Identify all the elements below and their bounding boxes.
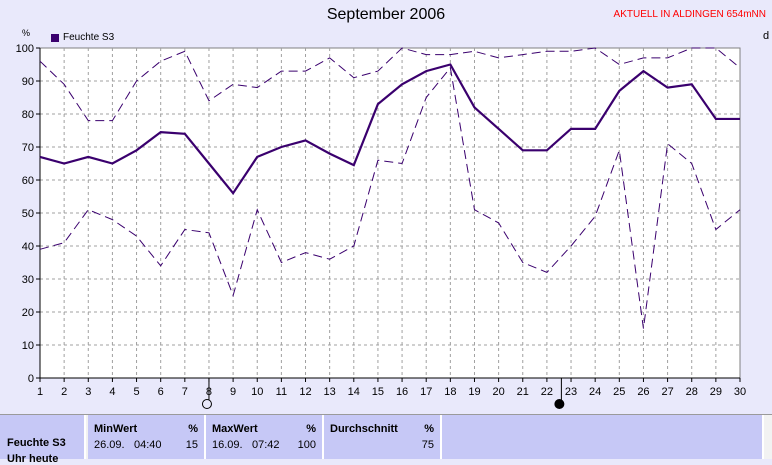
max-header: MaxWert xyxy=(212,423,258,435)
y-tick-label: 100 xyxy=(16,43,34,55)
x-tick-label: 24 xyxy=(589,386,601,398)
max-date: 16.09. xyxy=(212,439,243,451)
x-tick-label: 10 xyxy=(251,386,263,398)
x-tick-label: 11 xyxy=(276,386,287,398)
stats-max-box: MaxWert % 16.09. 07:42 100 xyxy=(206,415,324,459)
y-tick-label: 0 xyxy=(28,373,34,385)
x-tick-label: 9 xyxy=(230,386,236,398)
x-tick-label: 14 xyxy=(348,386,360,398)
y-axis-unit: % xyxy=(22,28,31,38)
x-tick-label: 4 xyxy=(109,386,115,398)
x-tick-label: 18 xyxy=(444,386,456,398)
y-tick-label: 10 xyxy=(22,340,34,352)
min-unit: % xyxy=(188,423,198,435)
y-tick-label: 70 xyxy=(22,142,34,154)
series-line-min xyxy=(39,66,741,329)
x-tick-label: 3 xyxy=(85,386,91,398)
x-tick-label: 2 xyxy=(61,386,67,398)
stats-series-box: Feuchte S3 Uhr heute xyxy=(0,415,86,465)
legend: Feuchte S3 xyxy=(51,32,114,43)
y-tick-label: 20 xyxy=(22,307,34,319)
x-tick-label: 7 xyxy=(182,386,188,398)
stats-min-box: MinWert % 26.09. 04:40 15 xyxy=(88,415,206,459)
x-tick-label: 16 xyxy=(396,386,408,398)
x-tick-label: 27 xyxy=(661,386,673,398)
stats-series-label: Feuchte S3 xyxy=(7,437,66,449)
series-line-max xyxy=(39,47,741,122)
x-tick-label: 1 xyxy=(37,386,43,398)
x-tick-label: 6 xyxy=(158,386,164,398)
x-tick-label: 12 xyxy=(299,386,311,398)
avg-unit: % xyxy=(424,423,434,435)
y-tick-label: 60 xyxy=(22,175,34,187)
max-time: 07:42 xyxy=(252,439,280,451)
full-moon-icon xyxy=(201,399,212,409)
y-tick-label: 50 xyxy=(22,208,34,220)
live-location-label: AKTUELL IN ALDINGEN 654mNN xyxy=(613,9,766,20)
stats-empty-box xyxy=(442,415,764,459)
x-tick-label: 5 xyxy=(133,386,139,398)
y-tick-label: 80 xyxy=(22,109,34,121)
series-line-humidity xyxy=(39,63,740,196)
max-value: 100 xyxy=(297,439,316,451)
y-tick-label: 40 xyxy=(22,241,34,253)
min-date: 26.09. xyxy=(94,439,125,451)
chart-title: September 2006 xyxy=(326,6,446,23)
x-tick-label: 21 xyxy=(517,386,529,398)
avg-header: Durchschnitt xyxy=(330,423,398,435)
x-tick-label: 29 xyxy=(710,386,722,398)
max-unit: % xyxy=(306,423,316,435)
x-tick-label: 20 xyxy=(492,386,504,398)
new-moon-icon xyxy=(554,399,565,409)
x-tick-label: 15 xyxy=(372,386,384,398)
legend-label: Feuchte S3 xyxy=(63,32,115,43)
avg-value: 75 xyxy=(421,439,434,451)
right-axis-mark: d xyxy=(763,30,770,42)
x-tick-label: 25 xyxy=(613,386,625,398)
x-tick-label: 23 xyxy=(565,386,577,398)
x-tick-label: 28 xyxy=(686,386,698,398)
chart-canvas: 0102030405060708090100123456789101112131… xyxy=(16,43,746,409)
min-value: 15 xyxy=(185,439,198,451)
x-tick-label: 13 xyxy=(324,386,336,398)
min-time: 04:40 xyxy=(134,439,162,451)
x-tick-label: 19 xyxy=(468,386,480,398)
y-tick-label: 30 xyxy=(22,274,34,286)
x-tick-label: 30 xyxy=(734,386,746,398)
stats-avg-box: Durchschnitt % 75 xyxy=(324,415,442,459)
min-header: MinWert xyxy=(94,423,138,435)
y-tick-label: 90 xyxy=(22,76,34,88)
x-tick-label: 26 xyxy=(637,386,649,398)
stats-panel: Feuchte S3 Uhr heute MinWert % 26.09. 04… xyxy=(0,414,772,465)
x-tick-label: 17 xyxy=(420,386,432,398)
stats-series-label-2: Uhr heute xyxy=(7,453,59,465)
x-tick-label: 22 xyxy=(541,386,553,398)
legend-swatch xyxy=(51,33,59,42)
